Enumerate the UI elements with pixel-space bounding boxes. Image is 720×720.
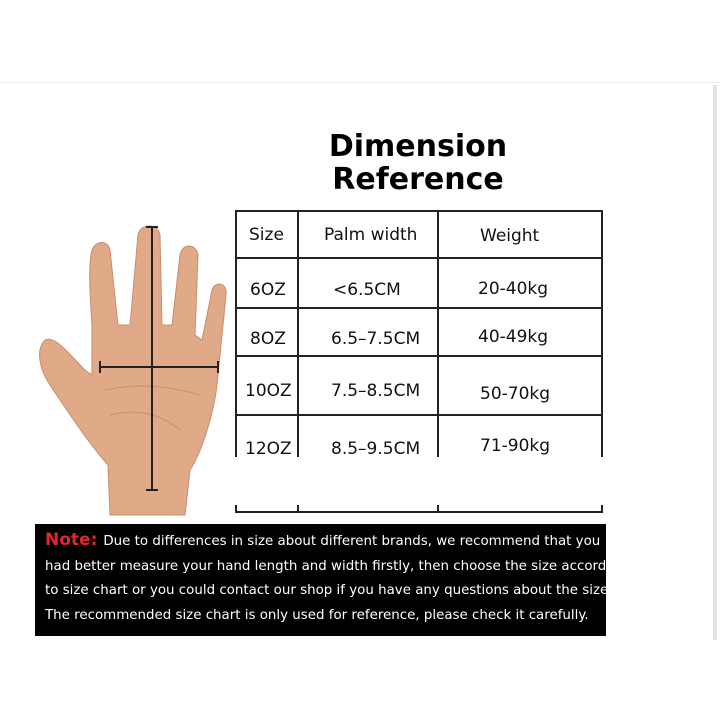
table-rule [235,257,603,259]
table-cell: 8OZ [250,329,286,349]
table-rule [297,505,299,512]
header-palm-width: Palm width [324,225,418,245]
note-box: Note: Due to differences in size about di… [35,524,606,636]
note-line: had better measure your hand length and … [45,558,606,574]
table-cell: 71-90kg [480,436,551,456]
note-line: Note: Due to differences in size about di… [45,528,606,555]
table-cell: 6.5–7.5CM [331,329,421,349]
note-line: The recommended size chart is only used … [45,607,589,623]
table-rule [235,307,603,309]
table-rule [437,210,439,457]
hand-measurement-illustration [39,225,227,516]
table-rule [601,210,603,457]
table-cell: 12OZ [245,439,292,459]
table-cell: 40-49kg [478,327,549,347]
title-line: Reference [332,162,504,197]
divider [0,82,720,83]
table-cell: 6OZ [250,280,286,300]
table-cell: 10OZ [245,381,292,401]
divider [713,85,717,640]
table-rule [297,210,299,457]
note-label: Note: [45,530,98,550]
title-line: Dimension [328,129,508,164]
header-size: Size [249,225,284,245]
table-cell: <6.5CM [333,280,401,300]
header-weight: Weight [480,226,540,246]
table-cell: 50-70kg [480,384,551,404]
table-rule [235,505,237,512]
table-rule [601,505,603,512]
note-text: Due to differences in size about differe… [103,534,601,549]
table-cell: 7.5–8.5CM [331,381,421,401]
table-rule [235,355,603,357]
table-rule [235,210,237,457]
table-cell: 20-40kg [478,279,549,299]
table-rule [235,210,603,212]
note-line: to size chart or you could contact our s… [45,583,606,598]
table-cell: 8.5–9.5CM [331,439,421,459]
page-title: Dimension Reference [318,130,518,196]
table-rule [437,505,439,512]
table-rule [235,414,603,416]
table-rule [235,511,603,513]
